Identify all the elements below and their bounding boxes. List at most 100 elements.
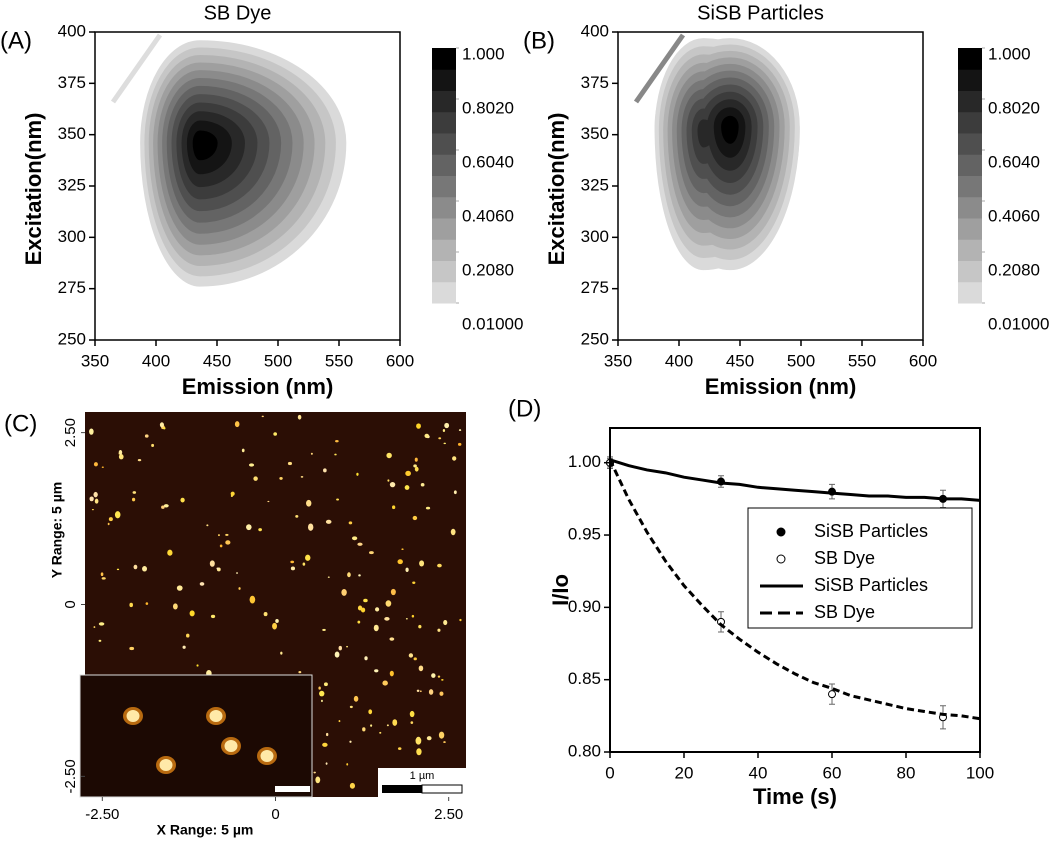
y-axis-label: Y Range: 5 µm — [49, 482, 65, 579]
particle — [273, 432, 278, 436]
colorbar-band — [432, 239, 456, 261]
x-tick-label: 450 — [726, 351, 754, 370]
particle — [348, 521, 353, 525]
colorbar-band — [432, 133, 456, 155]
particle — [234, 421, 240, 428]
particle — [458, 429, 462, 432]
colorbar-band — [958, 239, 982, 261]
particle — [180, 497, 185, 503]
particle — [290, 560, 295, 564]
colorbar-band — [958, 218, 982, 240]
particle — [368, 709, 373, 715]
particle — [100, 572, 104, 577]
particle — [418, 624, 422, 629]
particle — [358, 574, 361, 577]
plot-frame — [609, 427, 981, 753]
particle — [419, 560, 425, 567]
particle — [338, 720, 341, 723]
colorbar-band — [958, 48, 982, 70]
x-tick-label: 80 — [897, 763, 916, 782]
particle — [389, 670, 394, 677]
panel-label: (A) — [0, 27, 32, 54]
particle — [389, 637, 395, 641]
colorbar-band — [432, 196, 456, 219]
particle — [369, 551, 374, 555]
particle — [279, 476, 283, 480]
inset-particle — [159, 759, 173, 771]
particle — [313, 771, 316, 774]
particle — [357, 605, 363, 611]
inset-particle — [224, 740, 238, 752]
legend-label: SB Dye — [814, 548, 875, 568]
particle — [412, 581, 416, 584]
colorbar-label: 0.4060 — [988, 206, 1040, 225]
particle — [390, 588, 396, 596]
y-tick-label: 250 — [58, 329, 86, 348]
colorbar-label: 0.6040 — [462, 152, 514, 171]
particle — [325, 732, 329, 737]
particle — [263, 612, 268, 617]
particle — [98, 622, 105, 626]
particle — [89, 496, 94, 502]
particle — [322, 628, 326, 632]
colorbar-label: 0.01000 — [462, 314, 523, 333]
legend-marker — [776, 554, 786, 564]
y-tick-label: 325 — [581, 175, 609, 194]
colorbar-band — [432, 281, 456, 304]
data-point — [828, 690, 836, 699]
particle — [457, 442, 462, 446]
y-tick-label: 300 — [581, 227, 609, 246]
particle — [241, 448, 245, 453]
y-tick-label: 0.95 — [568, 525, 601, 544]
colorbar-label: 0.2080 — [462, 260, 514, 279]
particle — [225, 533, 229, 536]
x-tick-label: -2.50 — [85, 806, 119, 823]
particle — [349, 740, 352, 743]
particle — [172, 603, 178, 610]
y-axis-label: I/Io — [548, 574, 573, 606]
particle — [459, 618, 462, 622]
particle — [142, 566, 148, 572]
particle — [210, 614, 216, 619]
particle — [322, 742, 328, 747]
x-tick-label: 600 — [386, 351, 414, 370]
particle — [94, 498, 99, 504]
y-tick-label: 0.85 — [568, 669, 601, 688]
particle — [108, 517, 113, 522]
particle — [363, 598, 368, 603]
y-tick-label: 400 — [58, 21, 86, 40]
particle — [300, 475, 304, 478]
y-tick-label: 250 — [581, 329, 609, 348]
particle — [310, 452, 313, 455]
x-tick-label: 550 — [325, 351, 353, 370]
particle — [196, 664, 199, 667]
x-axis-label: Time (s) — [753, 784, 837, 809]
inset-particle — [126, 710, 140, 722]
x-tick-label: 100 — [966, 763, 994, 782]
particle — [93, 491, 98, 498]
y-axis-label: Excitation(nm) — [21, 113, 46, 266]
particle — [416, 748, 422, 756]
particle — [315, 776, 321, 784]
particle — [218, 534, 220, 537]
contour-panel: 350 400 450 500 550 600 250 275 300 325 350 375 400 S… — [21, 2, 524, 399]
particle — [346, 645, 348, 648]
x-axis-label: X Range: 5 µm — [157, 822, 254, 838]
particle — [370, 724, 373, 727]
particle — [325, 762, 328, 765]
particle — [261, 415, 264, 418]
particle — [415, 736, 422, 745]
colorbar-label: 0.8020 — [462, 98, 514, 117]
particle — [443, 619, 448, 626]
particle — [441, 678, 444, 681]
particle — [349, 782, 356, 789]
particle — [444, 422, 450, 429]
particle — [414, 466, 419, 472]
particle — [216, 567, 219, 570]
y-tick-label: 275 — [58, 278, 86, 297]
particle — [387, 479, 390, 482]
y-tick-label: 300 — [58, 227, 86, 246]
particle — [336, 498, 340, 501]
y-tick-label: 2.50 — [62, 418, 79, 447]
